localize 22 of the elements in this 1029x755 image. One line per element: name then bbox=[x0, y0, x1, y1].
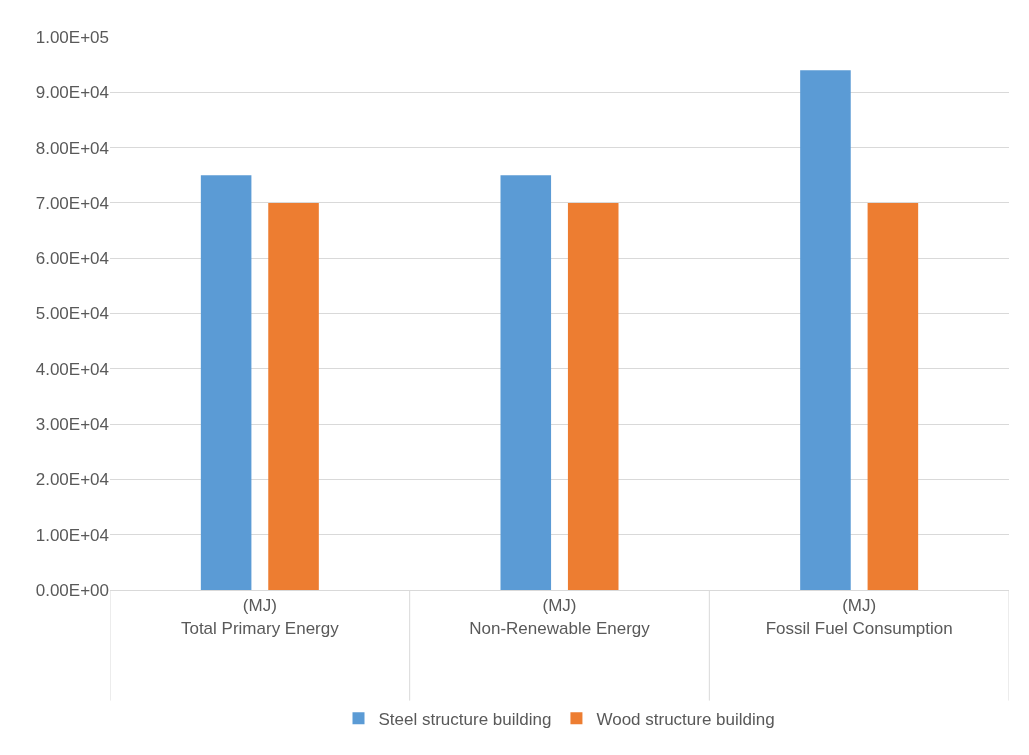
legend-label: Wood structure building bbox=[596, 709, 775, 729]
y-tick-label: 1.00E+04 bbox=[35, 525, 109, 545]
y-tick-label: 2.00E+04 bbox=[35, 470, 109, 490]
bar bbox=[268, 202, 319, 590]
y-tick-label: 7.00E+04 bbox=[35, 193, 109, 213]
y-tick-label: 3.00E+04 bbox=[35, 415, 109, 435]
bar bbox=[867, 202, 919, 590]
y-tick-label: 0.00E+00 bbox=[35, 580, 109, 600]
y-tick-label: 6.00E+04 bbox=[35, 249, 109, 269]
bar bbox=[800, 70, 851, 590]
y-tick-label: 1.00E+05 bbox=[35, 27, 109, 47]
legend-label: Steel structure building bbox=[378, 709, 552, 729]
y-tick-label: 9.00E+04 bbox=[35, 83, 109, 103]
y-tick-label: 5.00E+04 bbox=[35, 304, 109, 324]
x-tick-label: (MJ) Non-Renewable Energy bbox=[469, 596, 651, 638]
y-tick-label: 8.00E+04 bbox=[35, 138, 109, 158]
x-tick-label: (MJ) Fossil Fuel Consumption bbox=[765, 596, 953, 638]
bar bbox=[500, 175, 552, 590]
bar bbox=[567, 202, 619, 590]
bar bbox=[200, 175, 252, 590]
x-tick-label: (MJ) Total Primary Energy bbox=[180, 596, 340, 638]
y-tick-label: 4.00E+04 bbox=[35, 359, 109, 379]
